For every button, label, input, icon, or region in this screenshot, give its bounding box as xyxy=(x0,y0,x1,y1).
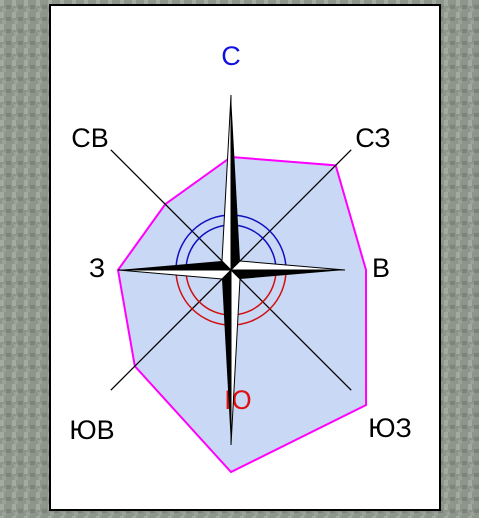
direction-label: СЗ xyxy=(355,123,391,153)
direction-label: ЮЗ xyxy=(368,413,412,443)
direction-label: ЮВ xyxy=(69,415,114,445)
direction-label: З xyxy=(89,253,105,283)
direction-label: С xyxy=(221,41,241,71)
direction-label: В xyxy=(372,253,390,283)
direction-label: СВ xyxy=(71,123,109,153)
screen: ССЗВЮЗЮЮВЗСВ xyxy=(0,0,479,518)
